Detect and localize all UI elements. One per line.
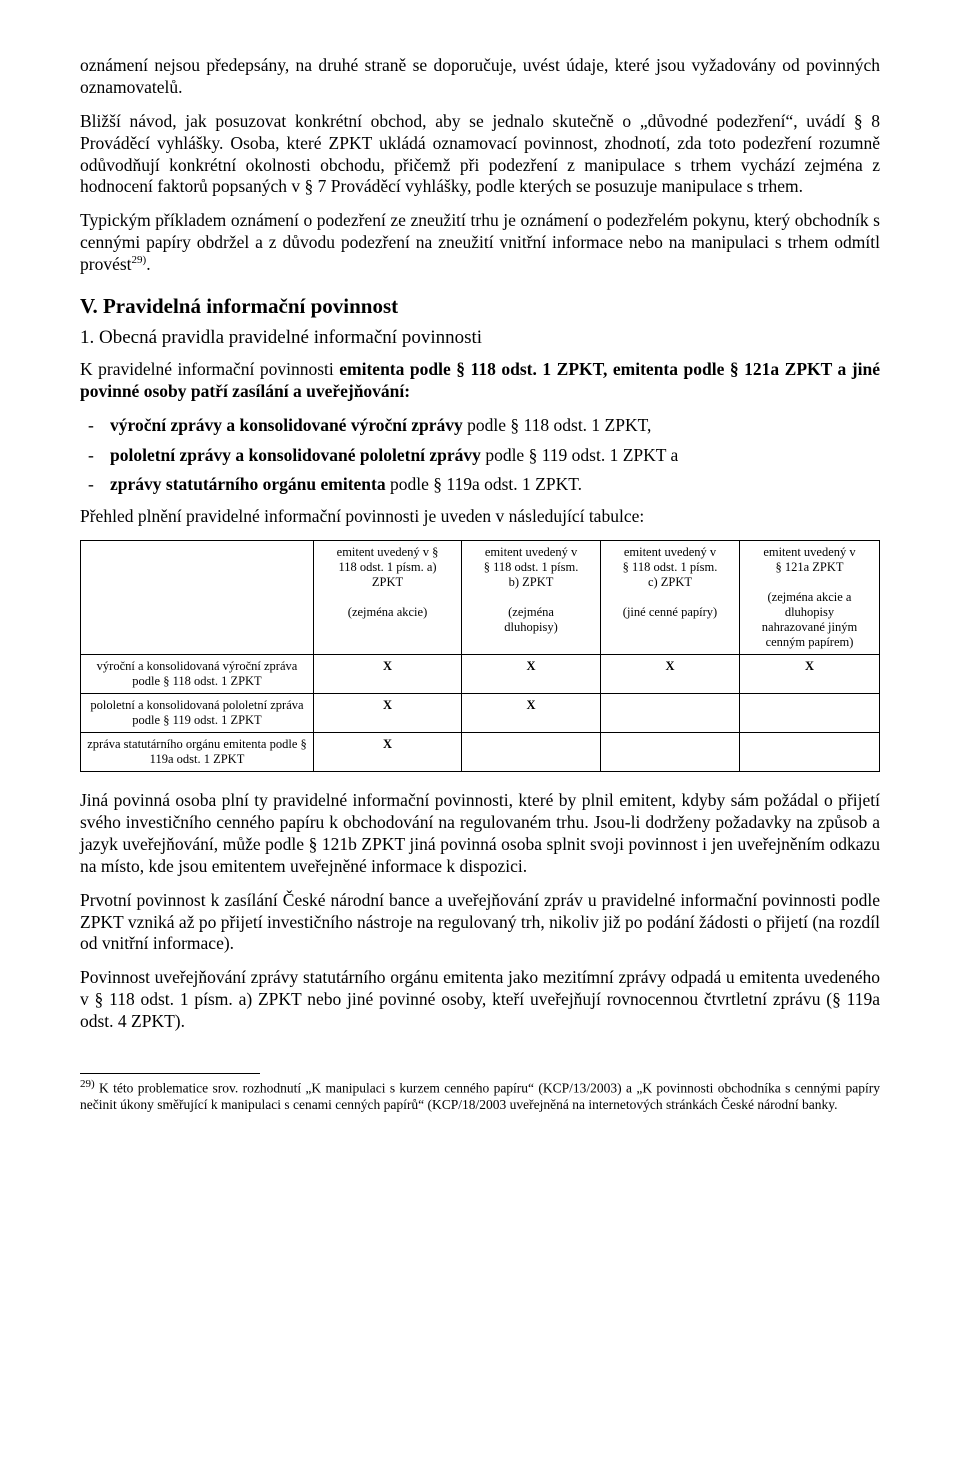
heading-v: V. Pravidelná informační povinnost [80,294,880,319]
list-item-2: pololetní zprávy a konsolidované pololet… [80,445,880,467]
p3-text-a: Typickým příkladem oznámení o podezření … [80,210,880,274]
th-col3-l1: emitent uvedený v [624,545,716,559]
p3-text-b: . [146,254,150,274]
th-col4-note3: nahrazované jiným [762,620,857,634]
li2-b: podle § 119 odst. 1 ZPKT a [481,445,678,465]
paragraph-7: Prvotní povinnost k zasílání České národ… [80,890,880,956]
th-col4-l1: emitent uvedený v [763,545,855,559]
row1-c4: X [739,655,879,694]
row3-c1: X [314,733,462,772]
paragraph-3: Typickým příkladem oznámení o podezření … [80,210,880,276]
th-col1: emitent uvedený v § 118 odst. 1 písm. a)… [314,541,462,655]
li1-a: výroční zprávy a konsolidované výroční z… [110,415,463,435]
li2-a: pololetní zprávy a konsolidované pololet… [110,445,481,465]
table-row-1: výroční a konsolidovaná výroční zpráva p… [81,655,880,694]
requirements-table: emitent uvedený v § 118 odst. 1 písm. a)… [80,540,880,772]
li1-b: podle § 118 odst. 1 ZPKT, [463,415,652,435]
th-blank [81,541,314,655]
th-col4-note2: dluhopisy [785,605,834,619]
th-col4-note4: cenným papírem) [766,635,854,649]
paragraph-2: Bližší návod, jak posuzovat konkrétní ob… [80,111,880,199]
list-item-1: výroční zprávy a konsolidované výroční z… [80,415,880,437]
th-col2: emitent uvedený v § 118 odst. 1 písm. b)… [462,541,601,655]
th-col2-l2: § 118 odst. 1 písm. [484,560,579,574]
th-col3-l2: § 118 odst. 1 písm. [623,560,718,574]
paragraph-6: Jiná povinná osoba plní ty pravidelné in… [80,790,880,878]
row3-c2 [462,733,601,772]
th-col1-l3: ZPKT [372,575,403,589]
row1-l1: výroční a konsolidovaná výroční zpráva [97,659,298,673]
row2-c3 [601,694,740,733]
row3-l1: zpráva statutárního orgánu emitenta podl… [87,737,307,751]
th-col3: emitent uvedený v § 118 odst. 1 písm. c)… [601,541,740,655]
footnote-29-sup: 29) [80,1078,95,1090]
p4-a: K pravidelné informační povinnosti [80,359,339,379]
paragraph-4: K pravidelné informační povinnosti emite… [80,359,880,403]
row2-c2: X [462,694,601,733]
row2-label: pololetní a konsolidovaná pololetní zprá… [81,694,314,733]
th-col2-l3: b) ZPKT [509,575,554,589]
th-col4-l2: § 121a ZPKT [775,560,843,574]
paragraph-8: Povinnost uveřejňování zprávy statutární… [80,967,880,1033]
heading-v-1: 1. Obecná pravidla pravidelné informační… [80,327,880,349]
row2-c1: X [314,694,462,733]
row1-label: výroční a konsolidovaná výroční zpráva p… [81,655,314,694]
list-item-3: zprávy statutárního orgánu emitenta podl… [80,474,880,496]
row2-l2: podle § 119 odst. 1 ZPKT [132,713,261,727]
th-col3-l3: c) ZPKT [648,575,692,589]
row2-c4 [739,694,879,733]
row1-c3: X [601,655,740,694]
th-col2-l1: emitent uvedený v [485,545,577,559]
footnote-29: 29) K této problematice srov. rozhodnutí… [80,1078,880,1113]
row3-label: zpráva statutárního orgánu emitenta podl… [81,733,314,772]
th-col3-note: (jiné cenné papíry) [623,605,717,619]
li3-b: podle § 119a odst. 1 ZPKT. [386,474,582,494]
row3-c4 [739,733,879,772]
th-col1-l2: 118 odst. 1 písm. a) [338,560,436,574]
table-row-2: pololetní a konsolidovaná pololetní zprá… [81,694,880,733]
th-col1-l1: emitent uvedený v § [337,545,439,559]
table-header-row: emitent uvedený v § 118 odst. 1 písm. a)… [81,541,880,655]
paragraph-5: Přehled plnění pravidelné informační pov… [80,506,880,528]
footnote-separator [80,1073,260,1074]
th-col4: emitent uvedený v § 121a ZPKT (zejména a… [739,541,879,655]
footnote-29-text: K této problematice srov. rozhodnutí „K … [80,1080,880,1111]
th-col2-note: (zejména [508,605,554,619]
row1-c1: X [314,655,462,694]
th-col4-note: (zejména akcie a [768,590,852,604]
row1-c2: X [462,655,601,694]
row3-l2: 119a odst. 1 ZPKT [150,752,245,766]
th-col2-note2: dluhopisy) [504,620,557,634]
row2-l1: pololetní a konsolidovaná pololetní zprá… [90,698,303,712]
footnote-ref-29: 29) [132,254,147,266]
paragraph-1: oznámení nejsou předepsány, na druhé str… [80,55,880,99]
row3-c3 [601,733,740,772]
document-page: oznámení nejsou předepsány, na druhé str… [0,0,960,1153]
row1-l2: podle § 118 odst. 1 ZPKT [132,674,261,688]
th-col1-note: (zejména akcie) [348,605,427,619]
bullet-list: výroční zprávy a konsolidované výroční z… [80,415,880,497]
table-row-3: zpráva statutárního orgánu emitenta podl… [81,733,880,772]
li3-a: zprávy statutárního orgánu emitenta [110,474,386,494]
